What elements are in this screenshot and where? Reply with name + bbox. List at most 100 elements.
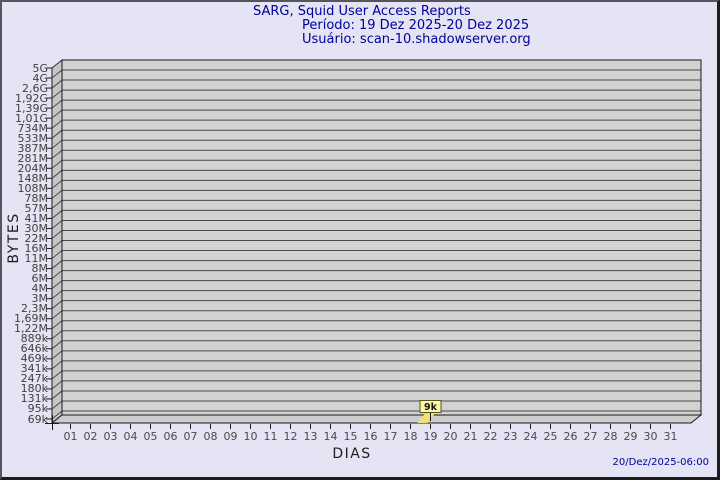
y-tick-label: 131k: [20, 392, 48, 406]
wall-hatch: [51, 69, 63, 79]
y-tick-label: 6M: [31, 272, 49, 286]
wall-hatch: [51, 169, 63, 179]
y-tick-label: 533M: [17, 131, 49, 145]
x-tick-label: 10: [243, 430, 258, 443]
y-tick-label: 734M: [17, 121, 49, 135]
y-tick-label: 95k: [27, 402, 48, 416]
wall-hatch: [51, 370, 63, 380]
x-tick-label: 14: [323, 430, 338, 443]
wall-hatch: [51, 189, 63, 199]
x-tick-label: 17: [383, 430, 398, 443]
wall-hatch: [51, 149, 63, 159]
wall-hatch: [51, 380, 63, 390]
x-tick-label: 15: [343, 430, 358, 443]
value-marker-label: 9k: [424, 402, 438, 413]
y-tick-label: 387M: [17, 141, 49, 155]
wall-hatch: [51, 270, 63, 279]
y-tick-label: 5G: [32, 61, 48, 75]
wall-hatch: [51, 350, 63, 360]
y-tick-label: 281M: [17, 151, 49, 165]
wall-hatch: [51, 179, 63, 189]
x-tick-label: 06: [163, 430, 178, 443]
wall-hatch: [51, 320, 63, 330]
x-tick-label: 29: [623, 430, 638, 443]
wall-hatch: [51, 59, 63, 69]
x-tick-label: 18: [403, 430, 418, 443]
wall-hatch: [51, 250, 63, 259]
wall-hatch: [51, 340, 63, 350]
x-tick-label: 12: [283, 430, 298, 443]
y-tick-label: 4M: [31, 282, 49, 296]
wall-hatch: [51, 129, 63, 139]
y-tick-label: 180k: [20, 382, 48, 396]
y-tick-label: 8M: [31, 262, 49, 276]
wall-hatch: [51, 260, 63, 269]
wall-hatch: [51, 220, 63, 229]
y-tick-label: 1,92G: [14, 91, 48, 105]
y-tick-label: 22M: [24, 231, 49, 245]
x-tick-label: 13: [303, 430, 318, 443]
wall-hatch: [51, 139, 63, 149]
wall-hatch: [51, 79, 63, 89]
y-tick-label: 1,22M: [14, 322, 48, 336]
wall-hatch: [51, 410, 63, 420]
x-tick-label: 05: [143, 430, 158, 443]
y-tick-label: 2,3M: [21, 302, 48, 316]
wall-hatch: [51, 89, 63, 99]
x-tick-label: 04: [123, 430, 138, 443]
x-tick-label: 22: [483, 430, 498, 443]
wall-hatch: [51, 230, 63, 239]
y-tick-label: 4G: [32, 71, 48, 85]
x-tick-label: 23: [503, 430, 518, 443]
wall-hatch: [51, 300, 63, 310]
x-tick-label: 02: [83, 430, 98, 443]
wall-hatch: [51, 280, 63, 290]
chart-user: Usuário: scan-10.shadowserver.org: [302, 32, 531, 47]
x-tick-label: 27: [583, 430, 598, 443]
generated-timestamp: 20/Dez/2025-06:00: [612, 457, 709, 468]
wall-hatch: [51, 330, 63, 340]
x-tick-label: 07: [183, 430, 198, 443]
y-tick-label: 247k: [20, 372, 48, 386]
wall-hatch: [51, 159, 63, 169]
y-tick-label: 148M: [17, 171, 49, 185]
y-tick-label: 78M: [24, 191, 49, 205]
plot-face: [62, 60, 701, 415]
wall-hatch: [51, 119, 63, 129]
value-marker-box: [419, 400, 442, 413]
y-tick-label: 69k: [27, 412, 48, 426]
x-tick-label: 11: [263, 430, 278, 443]
plot-floor: [50, 414, 703, 424]
y-tick-label: 41M: [24, 211, 49, 225]
plot-face-border: [61, 59, 702, 416]
x-tick-label: 31: [663, 430, 678, 443]
x-tick-label: 30: [643, 430, 658, 443]
y-tick-label: 30M: [24, 221, 49, 235]
x-tick-label: 28: [603, 430, 618, 443]
wall-hatch: [51, 109, 63, 119]
x-tick-label: 09: [223, 430, 238, 443]
x-tick-label: 20: [443, 430, 458, 443]
y-tick-label: 1,69M: [14, 312, 48, 326]
wall-hatch: [51, 390, 63, 400]
x-tick-label: 16: [363, 430, 378, 443]
x-tick-label: 24: [523, 430, 538, 443]
wall-hatch: [51, 99, 63, 109]
x-tick-label: 03: [103, 430, 118, 443]
y-tick-label: 2,6G: [21, 81, 48, 95]
wall-hatch: [51, 290, 63, 300]
wall-hatch: [51, 400, 63, 410]
y-tick-label: 3M: [31, 292, 49, 306]
y-tick-label: 57M: [24, 201, 49, 215]
y-tick-label: 646k: [20, 342, 48, 356]
x-tick-label: 25: [543, 430, 558, 443]
wall-hatch: [51, 210, 63, 219]
chart-period: Período: 19 Dez 2025-20 Dez 2025: [302, 18, 530, 33]
y-tick-label: 889k: [20, 332, 48, 346]
y-tick-label: 341k: [20, 362, 48, 376]
y-tick-label: 1,39G: [14, 101, 48, 115]
wall-hatch: [51, 310, 63, 320]
wall-hatch: [51, 200, 63, 209]
y-tick-label: 16M: [24, 242, 49, 255]
